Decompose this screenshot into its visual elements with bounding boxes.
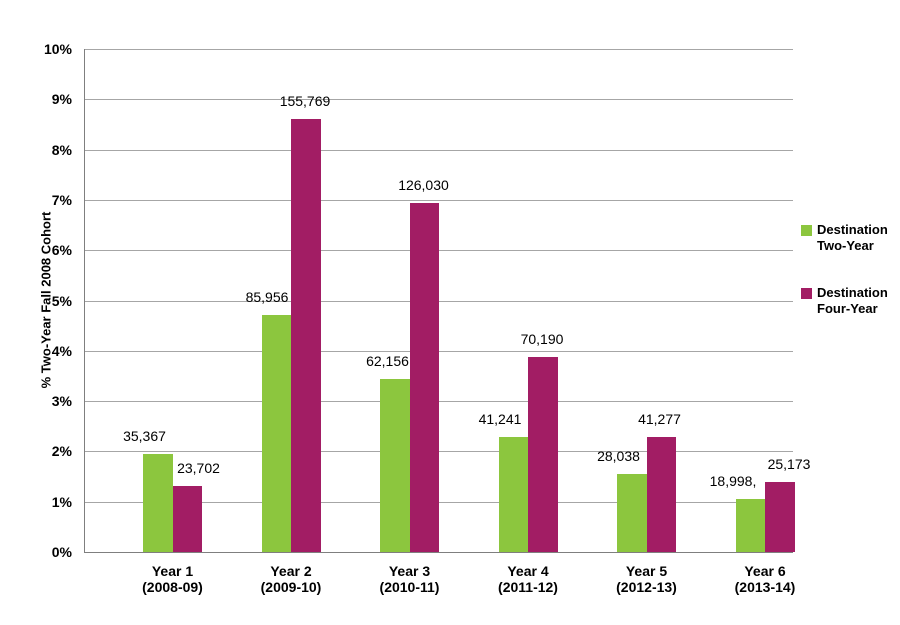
y-tick-label: 9% bbox=[51, 91, 72, 108]
plot-area: 35,367 23,702 85,956 155,769 62,156 126,030 41… bbox=[84, 49, 810, 553]
bar-two-year-year-1 bbox=[143, 453, 173, 552]
y-tick-label: 2% bbox=[51, 443, 72, 460]
bar-two-year-year-3 bbox=[380, 378, 410, 552]
x-category-label: Year 5 bbox=[625, 563, 668, 579]
x-category-label: Year 6 bbox=[744, 563, 786, 579]
gridline bbox=[84, 149, 793, 151]
value-label-four-year-year-1: 23,702 bbox=[177, 459, 220, 476]
gridline bbox=[84, 49, 793, 50]
x-category-year-4: Year 4 (2011-12) bbox=[468, 563, 588, 595]
y-tick-label: 0% bbox=[51, 544, 72, 560]
x-category-year-3: Year 3 (2010-11) bbox=[350, 563, 470, 595]
x-category-year-5: Year 5 (2012-13) bbox=[587, 563, 707, 595]
y-tick-label: 6% bbox=[51, 242, 72, 259]
y-tick-label: 5% bbox=[51, 292, 72, 309]
bar-four-year-year-4 bbox=[528, 356, 558, 552]
value-label-four-year-year-4: 70,190 bbox=[520, 330, 564, 347]
x-category-year-2: Year 2 (2009-10) bbox=[231, 563, 351, 595]
value-label-two-year-year-5: 28,038 bbox=[597, 447, 640, 464]
y-axis-tick-labels: 0% 1% 2% 3% 4% 5% 6% 7% 8% 9% 10% bbox=[0, 41, 72, 560]
x-category-sublabel: (2013-14) bbox=[734, 579, 796, 595]
legend-item-four-year: Destination Four-Year bbox=[801, 285, 899, 317]
value-label-four-year-year-3: 126,030 bbox=[398, 176, 449, 193]
bar-four-year-year-6 bbox=[765, 481, 795, 552]
bar-four-year-year-2 bbox=[291, 119, 321, 552]
x-category-sublabel: (2008-09) bbox=[142, 579, 203, 595]
legend-item-two-year: Destination Two-Year bbox=[801, 222, 899, 254]
legend-label-four-year: Destination Four-Year bbox=[817, 285, 888, 316]
x-category-label: Year 2 bbox=[270, 563, 312, 579]
y-axis-line bbox=[84, 49, 85, 552]
x-category-year-1: Year 1 (2008-09) bbox=[113, 563, 233, 595]
x-category-label: Year 3 bbox=[388, 563, 431, 579]
value-label-two-year-year-1: 35,367 bbox=[123, 427, 166, 444]
x-category-label: Year 4 bbox=[507, 563, 549, 579]
x-category-sublabel: (2009-10) bbox=[260, 579, 322, 595]
bar-four-year-year-3 bbox=[409, 202, 439, 552]
x-axis-line bbox=[84, 552, 793, 553]
y-tick-label: 10% bbox=[43, 41, 72, 57]
value-label-four-year-year-6: 25,173 bbox=[767, 455, 811, 472]
value-label-four-year-year-2: 155,769 bbox=[279, 93, 331, 110]
legend-label-two-year: Destination Two-Year bbox=[817, 222, 888, 253]
y-tick-label: 8% bbox=[51, 141, 72, 158]
x-category-sublabel: (2012-13) bbox=[616, 579, 677, 595]
y-tick-label: 4% bbox=[51, 342, 72, 359]
y-tick-label: 1% bbox=[51, 493, 72, 510]
bar-two-year-year-4 bbox=[498, 436, 528, 552]
value-label-two-year-year-6: 18,998, bbox=[709, 472, 757, 489]
value-label-two-year-year-3: 62,156 bbox=[366, 352, 409, 369]
y-tick-label: 3% bbox=[51, 393, 72, 410]
y-tick-label: 7% bbox=[51, 191, 72, 208]
bar-four-year-year-1 bbox=[172, 485, 202, 552]
bar-two-year-year-2 bbox=[261, 314, 291, 552]
x-category-year-6: Year 6 (2013-14) bbox=[705, 563, 825, 595]
legend-swatch-two-year-icon bbox=[801, 225, 812, 236]
x-category-label: Year 1 bbox=[151, 563, 194, 579]
x-category-sublabel: (2010-11) bbox=[379, 579, 440, 595]
gridline bbox=[84, 199, 793, 201]
bar-two-year-year-6 bbox=[735, 498, 765, 552]
value-label-two-year-year-4: 41,241 bbox=[478, 410, 522, 427]
value-label-two-year-year-2: 85,956 bbox=[245, 288, 289, 305]
gridline bbox=[84, 99, 793, 101]
legend: Destination Two-Year Destination Four-Ye… bbox=[801, 222, 899, 348]
legend-swatch-four-year-icon bbox=[801, 288, 812, 299]
value-label-four-year-year-5: 41,277 bbox=[638, 410, 681, 427]
bar-four-year-year-5 bbox=[646, 436, 676, 552]
x-category-sublabel: (2011-12) bbox=[498, 579, 558, 595]
bar-two-year-year-5 bbox=[617, 473, 647, 552]
